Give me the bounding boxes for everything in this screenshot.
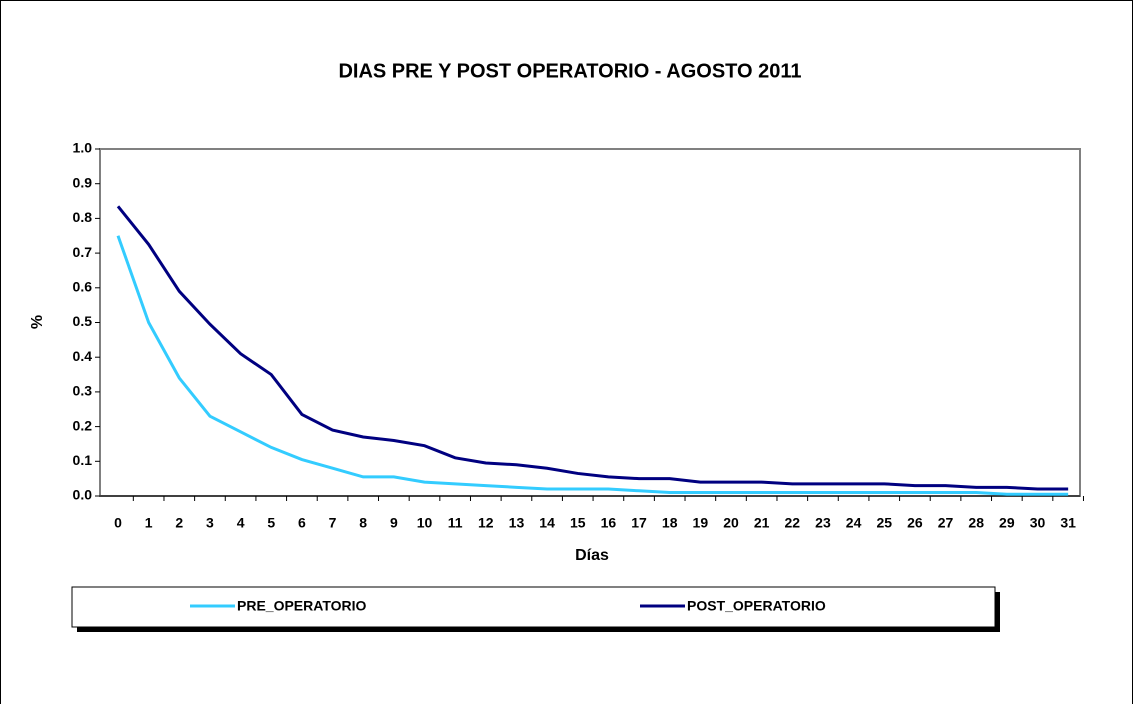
x-tick-label: 29 [999,515,1015,531]
y-tick-label: 1.0 [73,140,93,156]
legend-label: PRE_OPERATORIO [237,598,367,614]
x-tick-label: 31 [1060,515,1076,531]
y-tick-label: 0.0 [73,487,93,503]
x-tick-label: 20 [723,515,739,531]
plot-area [99,148,1081,497]
y-tick-label: 0.8 [73,209,93,225]
y-tick-label: 0.7 [73,244,93,260]
x-tick-label: 28 [968,515,984,531]
x-tick-label: 2 [175,515,183,531]
x-tick-label: 16 [601,515,617,531]
x-tick-label: 10 [417,515,433,531]
x-tick-label: 8 [359,515,367,531]
x-tick-label: 23 [815,515,831,531]
y-axis-label: % [29,315,46,329]
x-tick-label: 9 [390,515,398,531]
x-tick-label: 26 [907,515,923,531]
chart-title: DIAS PRE Y POST OPERATORIO - AGOSTO 2011 [338,60,801,82]
x-tick-label: 17 [631,515,647,531]
x-tick-label: 30 [1030,515,1046,531]
x-tick-label: 22 [785,515,801,531]
x-tick-label: 15 [570,515,586,531]
x-tick-label: 7 [329,515,337,531]
x-tick-label: 5 [267,515,275,531]
legend-label: POST_OPERATORIO [687,598,826,614]
x-tick-label: 14 [539,515,555,531]
series-line [116,235,1069,496]
y-tick-label: 0.6 [73,279,93,295]
x-tick-label: 19 [693,515,709,531]
y-tick-label: 0.4 [73,348,93,364]
x-axis-label: Días [575,547,609,564]
x-tick-label: 4 [237,515,245,531]
y-tick-label: 0.5 [73,313,93,329]
y-tick-label: 0.9 [73,174,93,190]
x-tick-label: 3 [206,515,214,531]
x-tick-label: 11 [448,515,463,531]
x-tick-label: 18 [662,515,678,531]
y-tick-label: 0.3 [73,383,93,399]
x-tick-label: 6 [298,515,306,531]
series-line [116,205,1069,491]
x-tick-label: 13 [509,515,525,531]
x-tick-label: 0 [114,515,122,531]
x-tick-label: 1 [145,515,153,531]
legend-box [71,586,996,628]
x-tick-label: 24 [846,515,862,531]
y-tick-label: 0.1 [73,452,93,468]
x-tick-label: 27 [938,515,954,531]
y-tick-label: 0.2 [73,417,93,433]
x-tick-label: 25 [876,515,892,531]
x-tick-label: 12 [478,515,494,531]
x-tick-label: 21 [754,515,770,531]
